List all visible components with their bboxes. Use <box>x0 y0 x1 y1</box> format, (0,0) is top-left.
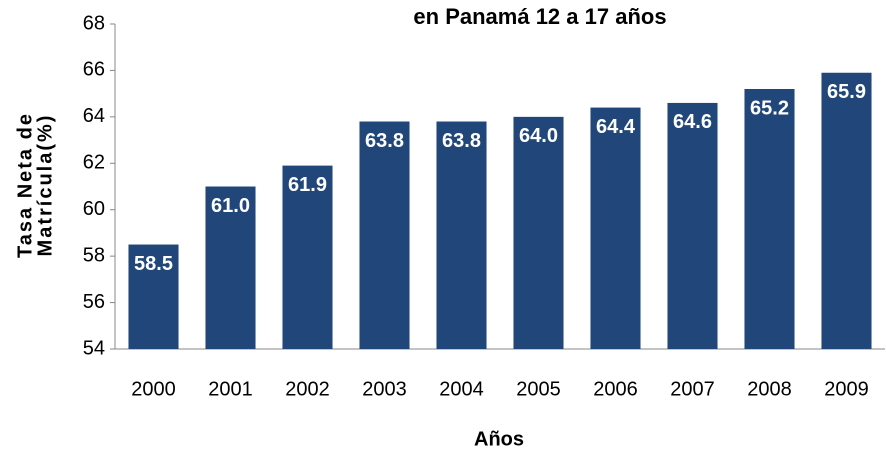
bar <box>359 121 410 349</box>
bar <box>667 102 718 349</box>
bar <box>821 72 872 349</box>
x-tick-label: 2008 <box>747 378 792 400</box>
y-tick-label: 60 <box>83 198 105 220</box>
chart-title: en Panamá 12 a 17 años <box>413 4 666 29</box>
x-tick-label: 2006 <box>593 378 638 400</box>
value-label: 58.5 <box>134 253 173 275</box>
value-label: 63.8 <box>442 130 481 152</box>
x-tick-label: 2000 <box>131 378 176 400</box>
x-tick-label: 2002 <box>285 378 330 400</box>
bar <box>128 244 179 349</box>
value-label: 61.9 <box>288 174 327 196</box>
x-tick-label: 2009 <box>824 378 869 400</box>
y-tick-label: 54 <box>83 337 105 359</box>
x-axis-label: Años <box>474 428 524 450</box>
bar <box>513 116 564 349</box>
value-label: 65.9 <box>827 81 866 103</box>
value-label: 61.0 <box>211 195 250 217</box>
value-label: 64.0 <box>519 125 558 147</box>
value-label: 64.4 <box>596 116 636 138</box>
y-axis-label: Tasa Neta de <box>14 112 36 258</box>
bar <box>436 121 487 349</box>
y-tick-label: 64 <box>83 105 105 127</box>
value-label: 64.6 <box>673 111 712 133</box>
y-tick-label: 56 <box>83 291 105 313</box>
y-tick-label: 68 <box>83 12 105 34</box>
y-tick-label: 66 <box>83 59 105 81</box>
x-tick-label: 2003 <box>362 378 407 400</box>
value-label: 65.2 <box>750 97 789 119</box>
x-tick-label: 2001 <box>208 378 253 400</box>
x-tick-label: 2004 <box>439 378 484 400</box>
bar <box>205 186 256 349</box>
bar <box>590 107 641 349</box>
y-tick-label: 62 <box>83 152 105 174</box>
y-axis-label: Matrícula(%) <box>34 114 56 257</box>
x-tick-label: 2007 <box>670 378 715 400</box>
value-label: 63.8 <box>365 130 404 152</box>
x-tick-label: 2005 <box>516 378 561 400</box>
bar <box>282 165 333 349</box>
bar <box>744 89 795 349</box>
y-tick-label: 58 <box>83 244 105 266</box>
